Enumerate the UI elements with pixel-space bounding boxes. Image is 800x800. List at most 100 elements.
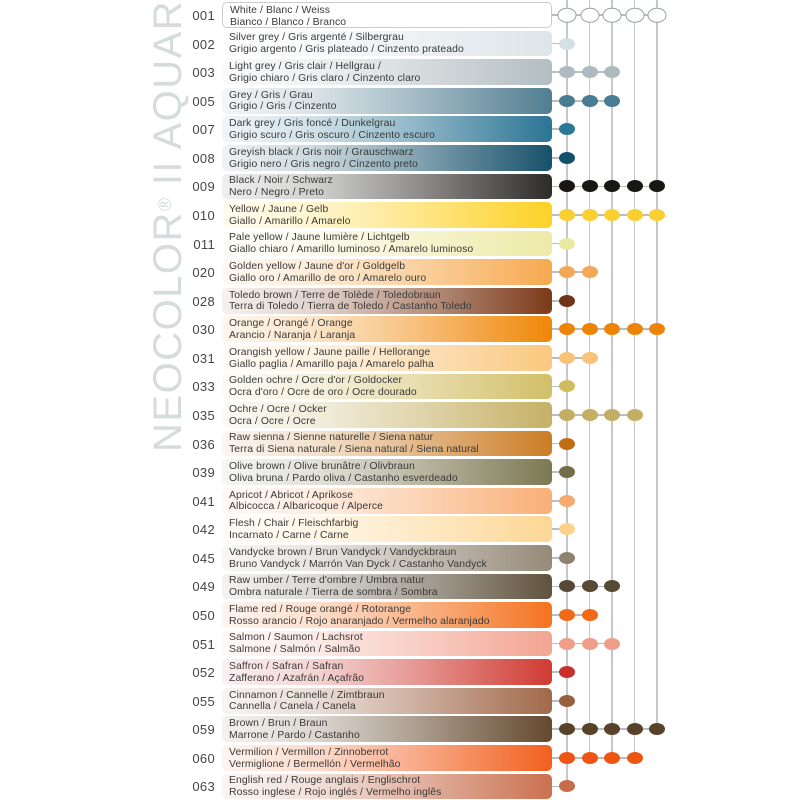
availability-dot <box>559 494 575 507</box>
color-name-line2: Terra di Toledo / Tierra de Toledo / Cas… <box>229 301 472 313</box>
color-name-line1: Cinnamon / Cannelle / Zimtbraun <box>229 689 385 701</box>
availability-dot <box>581 66 598 79</box>
color-swatch: English red / Rouge anglais / Englischro… <box>222 773 552 800</box>
color-swatch: Orangish yellow / Jaune paille / Hellora… <box>222 345 552 371</box>
color-code: 055 <box>192 693 215 709</box>
availability-dot <box>559 351 575 364</box>
color-swatch: Vermilion / Vermillon / Zinnoberrot Vermi… <box>222 745 552 771</box>
color-code: 005 <box>192 93 215 109</box>
color-name-line2: Rosso arancio / Rojo anaranjado / Vermel… <box>229 615 490 627</box>
availability-dot <box>559 94 575 107</box>
color-swatch: Silver grey / Gris argenté / Silbergrau G… <box>222 30 552 57</box>
color-swatch: Flesh / Chair / Fleischfarbig Incarnato /… <box>222 516 552 543</box>
color-names: Vandycke brown / Brun Vandyck / Vandyckb… <box>222 545 552 570</box>
color-names: Apricot / Abricot / Aprikose Albicocca / … <box>222 488 552 513</box>
color-names: Brown / Brun / Braun Marrone / Pardo / Ca… <box>222 716 552 741</box>
color-code: 007 <box>192 122 215 138</box>
color-name-line2: Incarnato / Carne / Carne <box>229 529 349 541</box>
availability-dot <box>559 123 575 136</box>
availability-dot <box>604 180 620 193</box>
color-names: Black / Noir / Schwarz Nero / Negro / Pre… <box>222 174 552 199</box>
availability-dot <box>581 266 598 279</box>
availability-dot <box>604 409 620 421</box>
color-names: Saffron / Safran / Safran Zafferano / Aza… <box>222 659 552 684</box>
color-names: English red / Rouge anglais / Englischro… <box>222 774 552 799</box>
color-swatch: Apricot / Abricot / Aprikose Albicocca / … <box>222 487 552 514</box>
color-names: Cinnamon / Cannelle / Zimtbraun Cannella … <box>222 688 552 713</box>
availability-dot <box>604 66 620 79</box>
color-name-line2: Marrone / Pardo / Castanho <box>229 729 360 741</box>
color-swatch: Salmon / Saumon / Lachsrot Salmone / Salm… <box>222 630 552 657</box>
color-name-line1: Pale yellow / Jaune lumière / Lichtgelb <box>229 232 410 244</box>
color-names: Vermilion / Vermillon / Zinnoberrot Vermi… <box>222 745 552 770</box>
availability-dot <box>649 723 665 736</box>
color-code: 060 <box>192 750 215 766</box>
color-name-line2: Giallo chiaro / Amarillo luminoso / Amar… <box>229 244 474 256</box>
grid-line <box>566 0 568 787</box>
availability-dot <box>581 723 598 736</box>
availability-dot <box>647 7 667 23</box>
color-name-line2: Terra di Siena naturale / Siena natural … <box>229 444 479 456</box>
color-names: Raw sienna / Sienne naturelle / Siena na… <box>222 431 552 456</box>
availability-dot <box>581 323 598 336</box>
availability-dot <box>581 351 598 364</box>
color-names: Golden ochre / Ocre d'or / Goldocker Ocra… <box>222 374 552 399</box>
color-name-line1: Vandycke brown / Brun Vandyck / Vandyckb… <box>229 546 457 558</box>
availability-dot <box>559 694 575 707</box>
availability-dot <box>649 209 665 221</box>
availability-dot <box>626 209 643 221</box>
color-swatch: Grey / Gris / Grau Grigio / Gris / Cinzen… <box>222 87 552 114</box>
color-name-line2: Giallo oro / Amarillo de oro / Amarelo o… <box>229 272 427 284</box>
color-name-line1: Golden yellow / Jaune d'or / Goldgelb <box>229 260 406 272</box>
color-name-line1: Apricot / Abricot / Aprikose <box>229 489 354 501</box>
availability-dot <box>559 523 575 536</box>
grid-line <box>656 0 658 730</box>
availability-dot <box>580 7 599 23</box>
color-name-line2: Vermiglione / Bermellón / Vermelhão <box>229 758 401 770</box>
availability-dot <box>559 266 575 279</box>
color-code: 050 <box>192 608 215 623</box>
availability-dot <box>559 66 575 79</box>
availability-dot <box>559 294 575 307</box>
color-swatch: Olive brown / Olive brunâtre / Olivbraun… <box>222 459 552 485</box>
availability-dot <box>604 323 620 336</box>
color-code: 031 <box>192 350 215 366</box>
color-name-line1: Flesh / Chair / Fleischfarbig <box>229 518 359 530</box>
color-name-line1: Vermilion / Vermillon / Zinnoberrot <box>229 746 389 758</box>
color-name-line2: Bruno Vandyck / Marrón Van Dyck / Castan… <box>229 558 487 570</box>
availability-dot <box>559 609 575 621</box>
grid-line <box>633 0 636 758</box>
grid-line <box>588 0 591 758</box>
availability-dot <box>604 723 620 736</box>
color-names: Raw umber / Terre d'ombre / Umbra natur O… <box>222 574 552 599</box>
color-name-line1: Salmon / Saumon / Lachsrot <box>229 632 363 644</box>
color-swatch: Ochre / Ocre / Ocker Ocra / Ocre / Ocre <box>222 402 552 428</box>
availability-dot <box>559 209 575 221</box>
availability-dot <box>626 723 643 736</box>
color-names: Yellow / Jaune / Gelb Giallo / Amarillo /… <box>222 202 552 227</box>
color-name-line2: Grigio / Gris / Cinzento <box>229 101 337 113</box>
color-names: Dark grey / Gris foncé / Dunkelgrau Grigi… <box>222 116 552 141</box>
availability-dot <box>559 323 575 336</box>
color-name-line1: Toledo brown / Terre de Tolède / Toledob… <box>229 289 441 301</box>
color-code: 049 <box>192 579 215 595</box>
color-names: Greyish black / Gris noir / Grauschwarz G… <box>222 145 552 170</box>
availability-dot <box>604 94 620 107</box>
availability-dot <box>581 751 598 764</box>
availability-dot <box>557 7 577 23</box>
availability-dot <box>559 37 575 50</box>
color-name-line2: Giallo / Amarillo / Amarelo <box>229 215 351 227</box>
color-names: Flesh / Chair / Fleischfarbig Incarnato /… <box>222 516 552 541</box>
color-swatch: Orange / Orangé / Orange Arancio / Naranj… <box>222 316 552 343</box>
color-names: Grey / Gris / Grau Grigio / Gris / Cinzen… <box>222 88 552 113</box>
color-name-line2: Arancio / Naranja / Laranja <box>229 329 356 341</box>
color-name-line2: Grigio chiaro / Gris claro / Cinzento cl… <box>229 72 421 84</box>
color-name-line2: Albicocca / Albaricoque / Alperce <box>229 501 384 513</box>
color-name-line1: Orangish yellow / Jaune paille / Hellora… <box>229 346 431 358</box>
color-code: 059 <box>192 722 215 738</box>
grid-line <box>611 0 613 758</box>
availability-dot <box>559 237 575 250</box>
color-names: Ochre / Ocre / Ocker Ocra / Ocre / Ocre <box>222 402 552 427</box>
color-names: Silver grey / Gris argenté / Silbergrau G… <box>222 31 552 56</box>
availability-dot <box>626 409 643 421</box>
